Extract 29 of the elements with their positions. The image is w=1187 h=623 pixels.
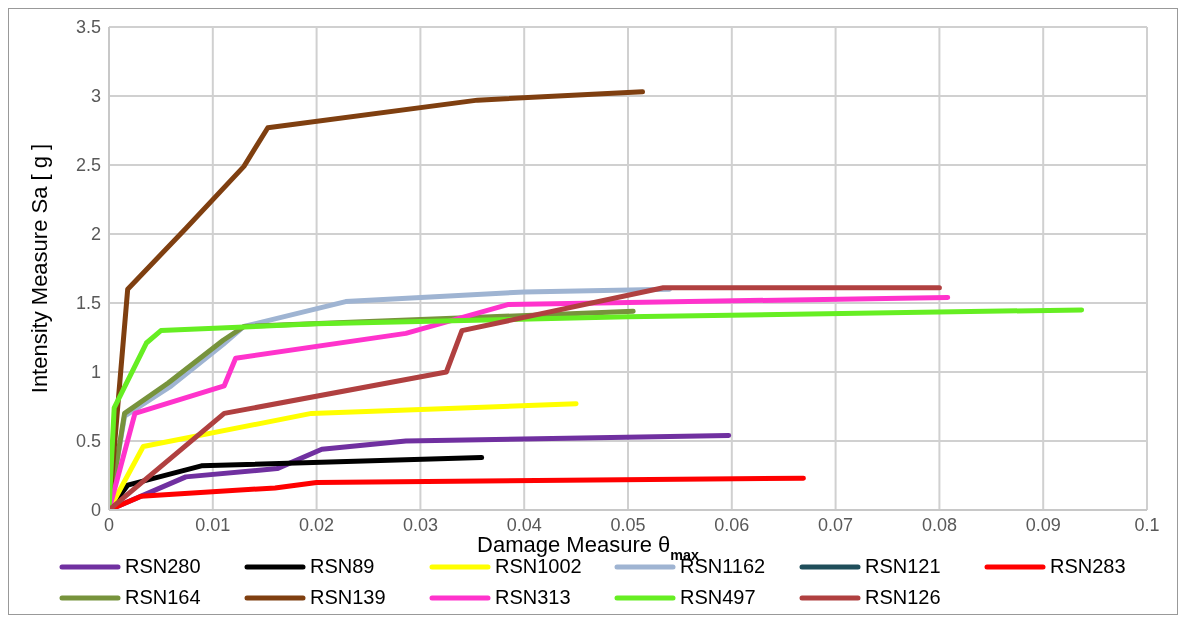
legend-label: RSN313 (495, 586, 571, 609)
legend-label: RSN121 (865, 555, 941, 578)
x-tick-label: 0.03 (402, 514, 438, 535)
legend-label: RSN126 (865, 586, 941, 609)
x-tick-label: 0.01 (195, 514, 231, 535)
y-tick-label: 2.5 (75, 155, 101, 176)
y-tick-label: 2 (90, 224, 101, 245)
y-tick-label: 3 (90, 86, 101, 107)
x-tick-label: 0.08 (921, 514, 957, 535)
y-tick-label: 0 (90, 500, 101, 521)
x-tick-label: 0.04 (506, 514, 542, 535)
y-tick-label: 0.5 (75, 431, 101, 452)
x-tick-label: 0.02 (299, 514, 335, 535)
x-tick-label: 0.06 (714, 514, 750, 535)
legend-label: RSN283 (1050, 555, 1126, 578)
y-tick-label: 3.5 (75, 17, 101, 38)
legend-label: RSN280 (125, 555, 201, 578)
y-tick-label: 1 (90, 362, 101, 383)
legend-label: RSN497 (680, 586, 756, 609)
legend-label: RSN89 (310, 555, 375, 578)
x-tick-label: 0.1 (1134, 514, 1160, 535)
y-axis-title: Intensity Measure Sa [ g ] (27, 143, 52, 394)
x-tick-label: 0.07 (818, 514, 854, 535)
x-tick-label: 0.09 (1025, 514, 1061, 535)
x-tick-label: 0.05 (610, 514, 646, 535)
legend-label: RSN164 (125, 586, 201, 609)
legend-label: RSN139 (310, 586, 386, 609)
y-tick-label: 1.5 (75, 293, 101, 314)
x-tick-label: 0 (103, 514, 115, 535)
